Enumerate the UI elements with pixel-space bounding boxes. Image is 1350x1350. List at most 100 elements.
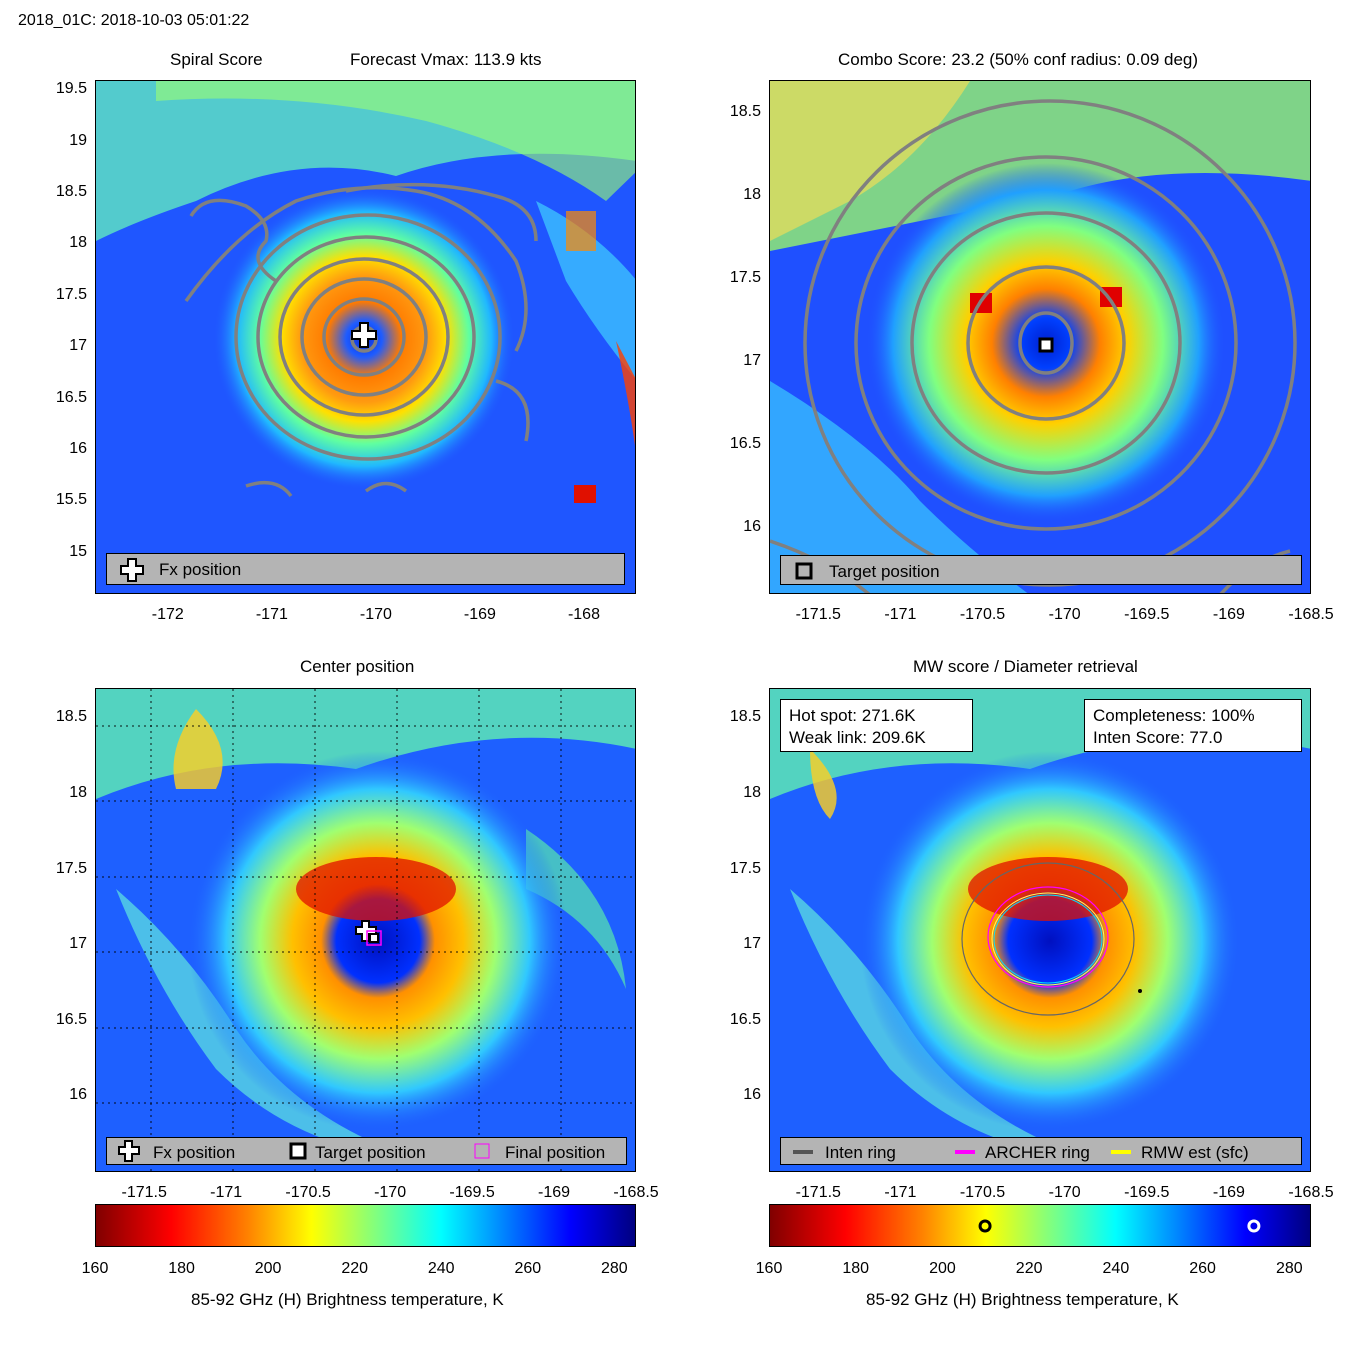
colorbar-tick-label: 280 — [1275, 1260, 1303, 1277]
colorbar-tick-label: 200 — [254, 1260, 282, 1277]
colorbar-tick-label: 220 — [1015, 1260, 1043, 1277]
x-tick-label: -168 — [567, 606, 600, 623]
x-tick-label: -169.5 — [449, 1184, 495, 1201]
y-tick-label: 18 — [69, 234, 87, 252]
weak-link-marker — [978, 1219, 992, 1233]
page-title: 2018_01C: 2018-10-03 05:01:22 — [18, 12, 250, 29]
y-tick-label: 17.5 — [729, 859, 761, 877]
fx-position-marker — [350, 321, 378, 354]
hot-spot-marker — [1247, 1219, 1261, 1233]
x-tick-label: -170 — [1048, 1184, 1081, 1201]
y-tick-label: 16 — [743, 517, 761, 535]
y-tick-label: 16 — [743, 1086, 761, 1104]
y-tick-label: 16 — [69, 1086, 87, 1104]
y-tick-label: 15.5 — [55, 491, 87, 509]
y-tick-label: 18.5 — [55, 183, 87, 201]
y-tick-label: 17 — [743, 351, 761, 369]
y-tick-label: 17.5 — [55, 859, 87, 877]
inten-ring-swatch — [793, 1150, 813, 1154]
center-legend: Fx position Target position Final positi… — [106, 1137, 627, 1165]
colorbar-right — [769, 1204, 1311, 1247]
y-tick-label: 17 — [69, 935, 87, 953]
y-tick-label: 15 — [69, 542, 87, 560]
colorbar-tick-label: 160 — [81, 1260, 109, 1277]
x-tick-label: -169.5 — [1124, 1184, 1170, 1201]
completeness-text: Completeness: 100% — [1093, 706, 1255, 725]
colorbar-right-label: 85-92 GHz (H) Brightness temperature, K — [866, 1290, 1179, 1309]
combo-title: Combo Score: 23.2 (50% conf radius: 0.09… — [838, 50, 1199, 69]
x-tick-label: -171 — [884, 606, 917, 623]
x-tick-label: -169 — [1212, 1184, 1245, 1201]
x-tick-label: -170 — [374, 1184, 407, 1201]
y-tick-label: 17.5 — [55, 285, 87, 303]
colorbar-tick-label: 160 — [755, 1260, 783, 1277]
final-position-marker — [366, 930, 382, 951]
mw-title: MW score / Diameter retrieval — [913, 657, 1138, 676]
x-tick-label: -170.5 — [959, 1184, 1006, 1201]
y-tick-label: 16.5 — [729, 1010, 761, 1028]
target-position-icon — [289, 1142, 307, 1160]
archer-ring-swatch — [955, 1150, 975, 1154]
x-tick-label: -168.5 — [613, 1184, 659, 1201]
x-tick-label: -169 — [463, 606, 496, 623]
x-tick-label: -172 — [151, 606, 184, 623]
target-position-icon — [795, 562, 813, 580]
legend-target-label: Target position — [315, 1143, 426, 1162]
x-tick-label: -170.5 — [285, 1184, 331, 1201]
legend-final-label: Final position — [505, 1143, 606, 1162]
colorbar-tick-label: 240 — [1102, 1260, 1130, 1277]
center-position-plot: Fx position Target position Final positi… — [95, 688, 636, 1172]
rmw-est-swatch — [1111, 1150, 1131, 1154]
x-tick-label: -171.5 — [795, 1184, 841, 1201]
colorbar-tick-label: 180 — [168, 1260, 195, 1277]
mw-score-plot: Hot spot: 271.6K Weak link: 209.6K Compl… — [769, 688, 1311, 1172]
hot-spot-info-box: Hot spot: 271.6K Weak link: 209.6K — [780, 699, 973, 752]
x-tick-label: -170.5 — [959, 606, 1006, 623]
colorbar-tick-label: 180 — [842, 1260, 870, 1277]
spiral-vmax-title: Forecast Vmax: 113.9 kts — [350, 50, 542, 69]
completeness-info-box: Completeness: 100% Inten Score: 77.0 — [1084, 699, 1302, 752]
x-tick-label: -171 — [884, 1184, 917, 1201]
fx-position-icon — [118, 1140, 140, 1162]
hot-spot-text: Hot spot: 271.6K — [789, 706, 916, 725]
combo-score-plot: Target position — [769, 80, 1311, 594]
y-tick-label: 17.5 — [729, 268, 761, 286]
mw-legend: Inten ring ARCHER ring RMW est (sfc) — [780, 1137, 1302, 1165]
y-tick-label: 18.5 — [729, 708, 761, 726]
colorbar-left-label: 85-92 GHz (H) Brightness temperature, K — [191, 1290, 504, 1309]
y-tick-label: 18 — [69, 783, 87, 801]
y-tick-label: 16.5 — [55, 1010, 87, 1028]
y-tick-label: 16.5 — [729, 434, 761, 452]
x-tick-label: -171 — [255, 606, 288, 623]
weak-link-text: Weak link: 209.6K — [789, 728, 926, 747]
y-tick-label: 19 — [69, 131, 87, 149]
x-tick-label: -171 — [210, 1184, 243, 1201]
spiral-title: Spiral Score — [170, 50, 263, 69]
combo-legend: Target position — [780, 555, 1302, 585]
y-tick-label: 18.5 — [55, 708, 87, 726]
x-tick-label: -169 — [1212, 606, 1245, 623]
x-tick-label: -168.5 — [1288, 1184, 1334, 1201]
y-tick-label: 18.5 — [729, 103, 761, 121]
colorbar-left — [95, 1204, 636, 1247]
target-position-marker — [1038, 337, 1054, 358]
x-tick-label: -169 — [538, 1184, 571, 1201]
legend-fx-label: Fx position — [159, 560, 242, 579]
y-tick-label: 17 — [743, 935, 761, 953]
y-tick-label: 16 — [69, 440, 87, 458]
colorbar-tick-label: 260 — [514, 1260, 542, 1277]
legend-rmw-est: RMW est (sfc) — [1141, 1143, 1249, 1162]
legend-archer-ring: ARCHER ring — [985, 1143, 1090, 1162]
x-tick-label: -171.5 — [121, 1184, 167, 1201]
spiral-legend: Fx position — [106, 553, 625, 585]
x-tick-label: -170 — [1048, 606, 1081, 623]
center-title: Center position — [300, 657, 415, 676]
spiral-score-plot: Fx position — [95, 80, 636, 594]
legend-fx-label: Fx position — [153, 1143, 236, 1162]
final-position-icon — [474, 1143, 490, 1159]
colorbar-tick-label: 280 — [601, 1260, 628, 1277]
x-tick-label: -170 — [359, 606, 392, 623]
legend-target-label: Target position — [829, 562, 940, 581]
x-tick-label: -168.5 — [1288, 606, 1334, 623]
x-tick-label: -169.5 — [1124, 606, 1170, 623]
